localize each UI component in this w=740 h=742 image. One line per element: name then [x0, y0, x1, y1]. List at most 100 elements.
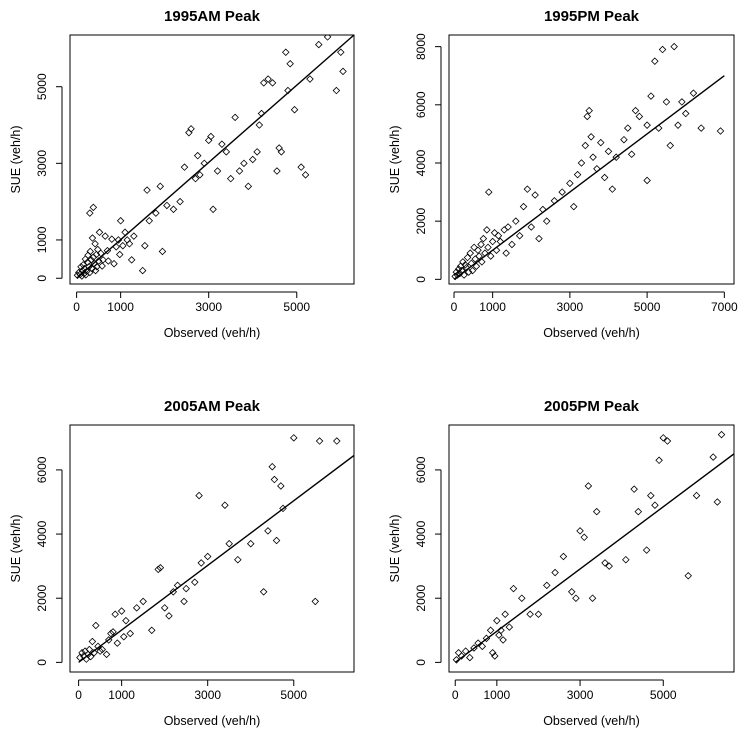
data-point — [589, 153, 597, 161]
data-point — [145, 217, 154, 225]
data-point — [567, 588, 576, 596]
points-group — [451, 42, 725, 281]
data-point — [86, 247, 95, 256]
data-point — [620, 135, 628, 144]
y-tick-label: 8000 — [414, 33, 428, 60]
x-axis-label: Observed (veh/h) — [543, 326, 640, 340]
data-point — [301, 171, 310, 179]
data-point — [332, 86, 341, 95]
plot-frame — [448, 34, 735, 285]
data-point — [505, 623, 514, 631]
data-point — [115, 250, 124, 259]
x-tick-label: 0 — [452, 688, 459, 702]
data-point — [176, 197, 184, 206]
data-point — [92, 621, 100, 630]
plot-frame — [448, 424, 735, 673]
data-point — [248, 155, 257, 164]
data-point — [102, 650, 111, 659]
data-point — [127, 256, 136, 264]
x-tick-label: 1000 — [107, 300, 134, 314]
y-tick-label: 2000 — [35, 585, 49, 612]
data-point — [156, 563, 165, 572]
data-point — [281, 48, 290, 57]
y-tick-label: 4000 — [35, 520, 49, 547]
y-axis-label: SUE (veh/h) — [388, 514, 402, 582]
data-point — [485, 188, 493, 196]
data-point — [689, 89, 698, 97]
data-point — [681, 109, 690, 118]
data-point — [456, 269, 464, 278]
data-point — [119, 241, 127, 250]
data-point — [193, 151, 202, 160]
y-tick-label: 6000 — [414, 456, 428, 483]
x-tick-label: 0 — [75, 688, 82, 702]
data-point — [209, 205, 217, 214]
data-point — [109, 628, 117, 636]
data-point — [259, 588, 268, 596]
data-point — [107, 629, 115, 638]
data-point — [147, 626, 156, 635]
data-point — [270, 475, 279, 484]
data-point — [488, 237, 497, 246]
data-point — [504, 223, 512, 231]
data-point — [600, 173, 609, 182]
data-point — [466, 653, 474, 662]
data-point — [143, 186, 151, 194]
data-point — [493, 616, 501, 625]
x-tick-label: 1000 — [483, 688, 510, 702]
fit-line — [454, 453, 734, 663]
data-point — [98, 262, 106, 270]
data-point — [315, 437, 324, 445]
data-point — [110, 259, 118, 268]
data-point — [111, 610, 119, 619]
data-point — [622, 555, 630, 564]
data-point — [572, 594, 580, 602]
data-point — [222, 148, 231, 156]
data-point — [96, 647, 104, 655]
data-point — [99, 256, 107, 264]
data-point — [684, 572, 692, 580]
data-point — [197, 559, 206, 567]
x-tick-label: 5000 — [634, 300, 661, 314]
data-point — [478, 642, 487, 651]
data-point — [268, 79, 277, 87]
data-point — [78, 648, 86, 657]
points-group — [76, 434, 341, 663]
y-tick-label: 4000 — [414, 149, 428, 176]
data-point — [651, 501, 659, 509]
data-point — [477, 240, 485, 249]
data-point — [518, 594, 526, 602]
data-point — [604, 147, 613, 156]
data-point — [86, 268, 94, 277]
x-tick-label: 7000 — [711, 300, 738, 314]
data-point — [156, 182, 165, 191]
data-point — [577, 159, 586, 167]
data-point — [226, 174, 235, 183]
data-point — [117, 607, 126, 615]
chart-title: 2005AM Peak — [164, 398, 261, 415]
data-point — [597, 138, 605, 147]
x-tick-label: 3000 — [194, 688, 221, 702]
x-tick-label: 3000 — [557, 300, 584, 314]
data-point — [203, 552, 212, 561]
data-point — [608, 185, 617, 193]
data-point — [635, 112, 644, 121]
data-point — [453, 271, 462, 279]
data-point — [182, 584, 190, 593]
x-tick-label: 1000 — [108, 688, 135, 702]
data-point — [500, 226, 508, 234]
data-point — [231, 113, 239, 122]
data-point — [246, 539, 255, 548]
data-point — [218, 140, 226, 148]
points-group — [452, 430, 726, 664]
data-point — [501, 610, 509, 619]
y-axis-label: SUE (veh/h) — [388, 125, 402, 193]
data-point — [113, 639, 122, 647]
data-point — [306, 75, 314, 83]
data-point — [643, 176, 651, 185]
data-point — [674, 121, 682, 129]
data-point — [459, 258, 467, 266]
data-point — [339, 67, 347, 76]
data-point — [474, 246, 482, 255]
data-point — [98, 645, 107, 654]
